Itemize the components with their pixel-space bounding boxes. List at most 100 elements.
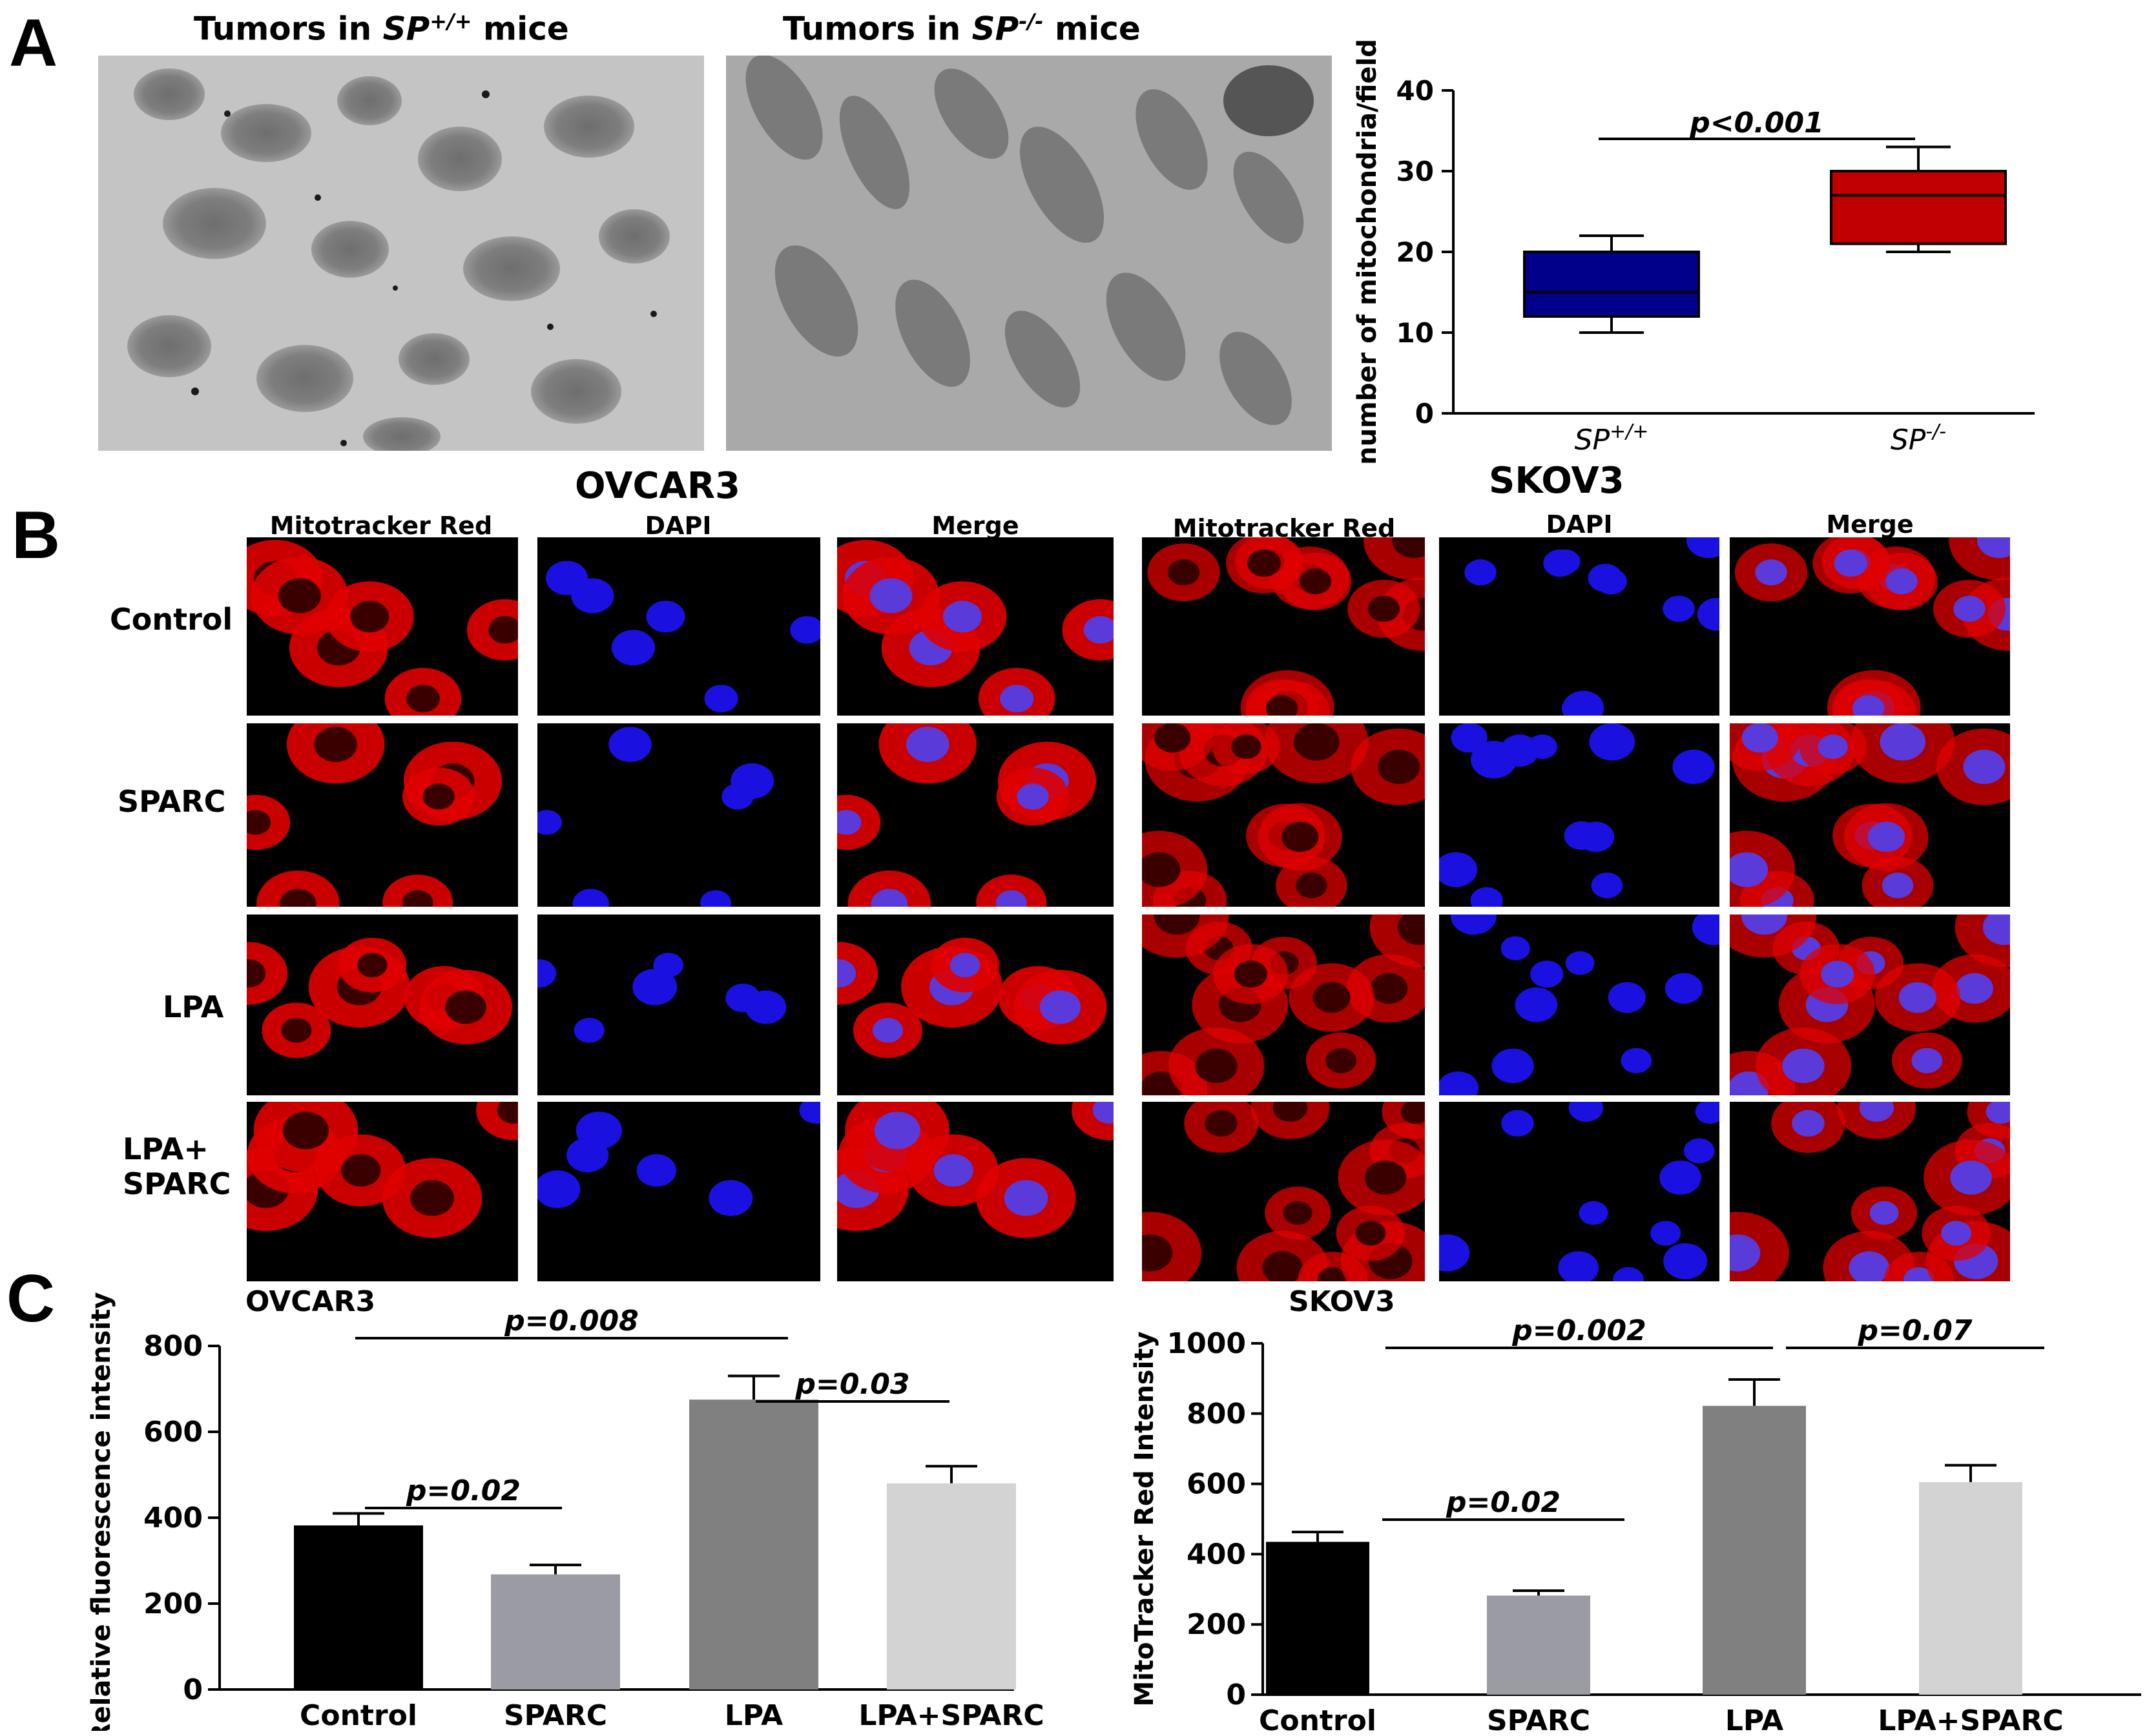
- bar-chart-ovcar3: OVCAR3 Relative fluorescence intensity 0 20…: [87, 1285, 1044, 1731]
- panel-a-letter: A: [9, 6, 58, 81]
- box-plot-ylabel: number of mitochondria/field: [1353, 39, 1382, 465]
- significance-label: p=0.008: [504, 1305, 639, 1338]
- tem-title-knockout: Tumors in SP-/- mice: [783, 9, 1141, 48]
- genotype-label: SP: [971, 10, 1019, 48]
- bar: [294, 1525, 423, 1690]
- panel-b-letter: B: [12, 498, 61, 573]
- y-axis-label: MitoTracker Red Intensity: [1130, 1331, 1159, 1706]
- x-tick-label: Control: [300, 1699, 417, 1731]
- micrograph-merge: [837, 537, 1114, 716]
- column-header: Merge: [931, 512, 1019, 540]
- tem-title-wildtype: Tumors in SP+/+ mice: [194, 9, 569, 48]
- y-tick-label: 30: [1396, 156, 1434, 187]
- micrograph-mitotracker: [1142, 723, 1425, 907]
- significance-label: p=0.03: [795, 1368, 910, 1401]
- y-tick-label: 10: [1396, 317, 1434, 349]
- genotype-superscript: +/+: [430, 9, 472, 34]
- micrograph-mitotracker: [247, 1102, 518, 1281]
- bar: [1919, 1482, 2022, 1695]
- genotype-superscript: -/-: [1019, 9, 1044, 34]
- y-tick-label: 40: [1396, 75, 1434, 107]
- micrograph-mitotracker: [247, 914, 518, 1095]
- micrograph-merge: [837, 723, 1114, 907]
- bar: [1703, 1405, 1806, 1695]
- group-title-ovcar3: OVCAR3: [575, 465, 740, 507]
- x-tick-label: Control: [1259, 1704, 1376, 1736]
- micrograph-dapi: [537, 537, 820, 716]
- x-tick-label: LPA: [725, 1699, 783, 1731]
- y-tick-label: 20: [1396, 236, 1434, 268]
- micrograph-merge: [837, 1102, 1114, 1281]
- group-title-skov3: SKOV3: [1489, 460, 1624, 502]
- row-label: LPA+ SPARC: [123, 1132, 231, 1201]
- y-tick-label: 600: [1187, 1468, 1246, 1501]
- tem-title-text: mice: [472, 10, 569, 48]
- y-tick-label: 400: [1187, 1538, 1246, 1571]
- tem-title-text: Tumors in: [783, 10, 972, 48]
- column-header: Merge: [1826, 510, 1914, 539]
- genotype-label: SP: [382, 10, 430, 48]
- x-tick-label: SP-/-: [1891, 420, 1946, 457]
- significance-label: p=0.02: [1446, 1486, 1561, 1519]
- chart-title: SKOV3: [1289, 1285, 1395, 1318]
- column-header: DAPI: [1546, 510, 1613, 539]
- y-tick-label: 0: [1226, 1679, 1246, 1711]
- y-axis-label: Relative fluorescence intensity: [87, 1292, 116, 1731]
- x-tick-label: LPA+SPARC: [858, 1699, 1044, 1731]
- row-label: SPARC: [118, 784, 226, 819]
- micrograph-merge: [1730, 537, 2010, 716]
- micrograph-merge: [1730, 723, 2010, 907]
- y-tick-label: 200: [143, 1587, 203, 1620]
- significance-label: p=0.02: [406, 1474, 521, 1507]
- micrograph-dapi: [1439, 914, 1719, 1095]
- y-tick-label: 200: [1187, 1608, 1246, 1641]
- significance-label: p<0.001: [1689, 107, 1824, 140]
- y-tick-label: 400: [143, 1502, 203, 1534]
- x-tick-label: LPA+SPARC: [1878, 1704, 2063, 1736]
- panel-c-letter: C: [6, 1261, 56, 1336]
- micrograph-mitotracker: [1142, 537, 1425, 716]
- column-header: Mitotracker Red: [269, 512, 493, 540]
- x-tick-label: SPARC: [1487, 1704, 1590, 1736]
- significance-label: p=0.002: [1511, 1314, 1646, 1347]
- y-tick-label: 600: [143, 1416, 203, 1449]
- x-tick-label: LPA: [1725, 1704, 1783, 1736]
- micrograph-mitotracker: [247, 537, 518, 716]
- micrograph-merge: [1730, 914, 2010, 1095]
- y-tick-label: 1000: [1167, 1327, 1246, 1360]
- micrograph-mitotracker: [247, 723, 518, 907]
- micrograph-mitotracker: [1142, 914, 1425, 1095]
- bar: [887, 1483, 1016, 1690]
- micrograph-dapi: [1439, 537, 1719, 716]
- box-body: [1523, 251, 1700, 318]
- tem-image-wildtype: [98, 56, 704, 451]
- y-tick-label: 0: [1415, 398, 1434, 429]
- chart-title: OVCAR3: [245, 1285, 375, 1318]
- micrograph-dapi: [537, 723, 820, 907]
- bar: [1266, 1542, 1369, 1695]
- row-label: LPA: [163, 989, 224, 1024]
- bar: [1487, 1595, 1590, 1695]
- bar: [491, 1574, 620, 1690]
- micrograph-merge: [1730, 1102, 2010, 1281]
- micrograph-dapi: [1439, 723, 1719, 907]
- tem-image-knockout: [726, 56, 1332, 451]
- y-tick-label: 800: [143, 1330, 203, 1363]
- column-header: DAPI: [645, 512, 712, 540]
- micrograph-merge: [837, 914, 1114, 1095]
- significance-label: p=0.07: [1858, 1314, 1973, 1347]
- micrograph-mitotracker: [1142, 1102, 1425, 1281]
- micrograph-dapi: [537, 914, 820, 1095]
- x-tick-label: SPARC: [504, 1699, 607, 1731]
- micrograph-dapi: [1439, 1102, 1719, 1281]
- bar-chart-skov3: SKOV3 MitoTracker Red Intensity 0 200 400 600…: [1130, 1285, 2141, 1736]
- box-body: [1830, 170, 2007, 245]
- tem-title-text: Tumors in: [194, 10, 383, 48]
- micrograph-dapi: [537, 1102, 820, 1281]
- box-plot: number of mitochondria/field 0 10 20 30 40 p…: [1353, 39, 2035, 465]
- y-tick-label: 0: [183, 1673, 203, 1706]
- row-label: Control: [110, 602, 233, 637]
- x-tick-label: SP+/+: [1575, 420, 1649, 457]
- y-tick-label: 800: [1187, 1398, 1246, 1431]
- bar: [689, 1400, 818, 1690]
